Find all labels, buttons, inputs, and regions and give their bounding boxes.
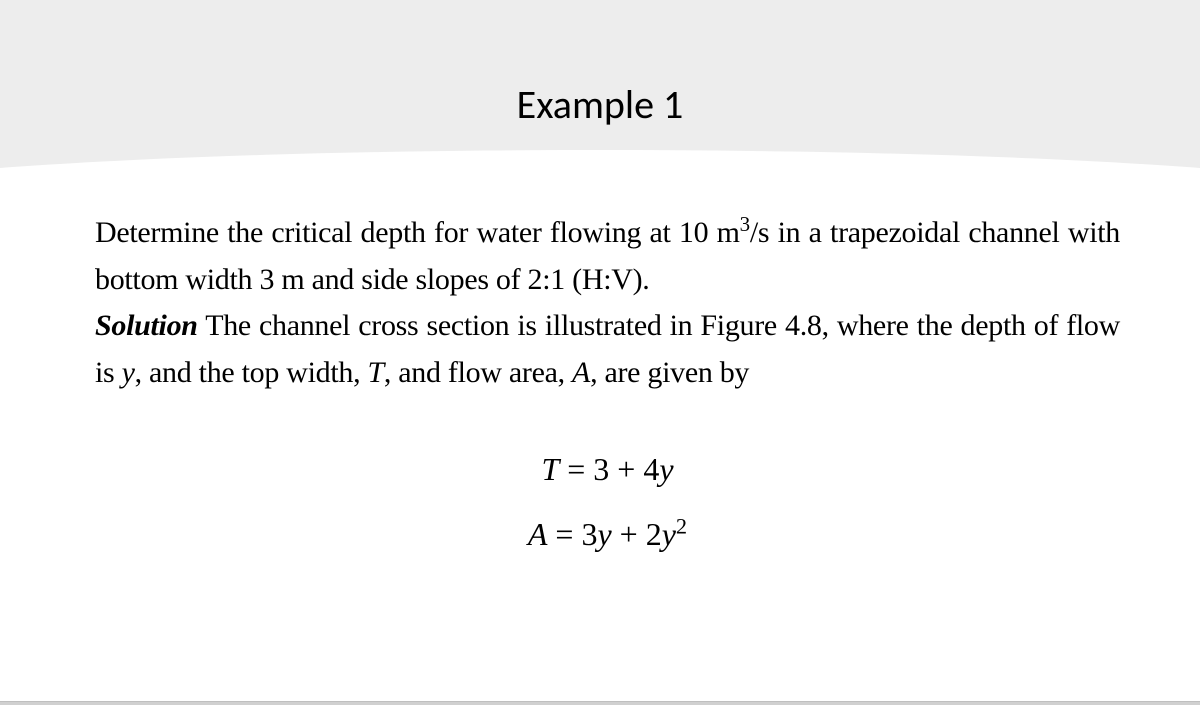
- eq2-num2: 2: [646, 516, 662, 552]
- var-A: A: [572, 356, 590, 389]
- problem-statement: Determine the critical depth for water f…: [95, 210, 1120, 396]
- content-region: Determine the critical depth for water f…: [95, 210, 1120, 581]
- eq2-lhs: A: [528, 516, 548, 552]
- solution-text-3: , and flow area,: [384, 356, 572, 389]
- solution-text-4: , are given by: [590, 356, 749, 389]
- var-T: T: [367, 356, 383, 389]
- eq2-equals: =: [547, 516, 581, 552]
- solution-label: Solution: [95, 309, 198, 342]
- eq1-nums: 3 + 4: [593, 451, 659, 487]
- problem-line1-part1: Determine the critical depth for water f…: [95, 216, 740, 249]
- header-region: Example 1: [0, 0, 1200, 175]
- cubed-superscript: 3: [740, 212, 750, 236]
- eq2-sup: 2: [676, 513, 687, 538]
- equation-A: A = 3y + 2y2: [95, 516, 1120, 553]
- eq1-lhs: T: [541, 451, 559, 487]
- eq1-equals: =: [559, 451, 593, 487]
- eq1-var: y: [659, 451, 673, 487]
- var-y: y: [122, 356, 135, 389]
- eq2-var1: y: [597, 516, 611, 552]
- equations-block: T = 3 + 4y A = 3y + 2y2: [95, 451, 1120, 553]
- eq2-plus: +: [612, 516, 646, 552]
- solution-text-2: , and the top width,: [135, 356, 368, 389]
- eq2-var2: y: [662, 516, 676, 552]
- equation-T: T = 3 + 4y: [95, 451, 1120, 488]
- page-title: Example 1: [0, 80, 1200, 129]
- bottom-divider: [0, 701, 1200, 705]
- eq2-num1: 3: [581, 516, 597, 552]
